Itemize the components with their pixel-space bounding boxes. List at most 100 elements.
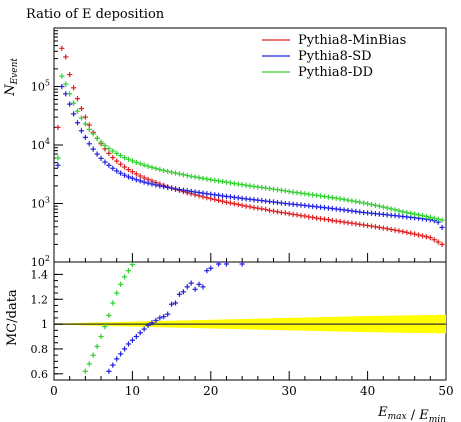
main-y-axis: 102 103 104 105	[31, 30, 63, 269]
data-point	[176, 171, 183, 177]
data-point	[114, 158, 120, 164]
data-point	[55, 162, 61, 168]
ratio-data-point	[129, 261, 135, 268]
data-point	[267, 207, 273, 214]
data-point	[55, 124, 61, 130]
data-point	[400, 229, 406, 235]
data-point	[145, 163, 151, 169]
data-point	[223, 199, 230, 205]
data-point	[235, 195, 241, 201]
data-point	[396, 228, 402, 234]
data-point	[90, 131, 96, 137]
series-pythia8-minbias	[55, 45, 445, 247]
ratio-data-point	[86, 361, 92, 367]
main-plot-area	[55, 45, 445, 247]
data-point	[129, 175, 135, 181]
x-axis-label-text: Emax / Emin	[377, 405, 446, 422]
data-point	[427, 235, 433, 241]
legend-label: Pythia8-SD	[298, 49, 372, 64]
ratio-data-point	[94, 343, 100, 350]
data-point	[63, 81, 69, 87]
data-point	[118, 161, 124, 167]
data-point	[412, 211, 418, 217]
data-point	[372, 202, 379, 208]
data-point	[404, 209, 410, 216]
data-point	[125, 166, 132, 173]
data-point	[372, 224, 379, 230]
data-point	[157, 183, 163, 189]
data-point	[192, 174, 198, 180]
data-point	[125, 156, 132, 162]
data-point	[82, 134, 88, 140]
data-point	[208, 177, 214, 183]
x-tick-label: 50	[438, 384, 453, 398]
data-point	[188, 188, 194, 195]
data-point	[145, 180, 151, 186]
ratio-data-point	[204, 268, 210, 274]
main-y-axis-label-text: NEvent	[3, 58, 20, 97]
ratio-data-point	[137, 330, 143, 336]
x-tick-label: 20	[203, 384, 218, 398]
data-point	[59, 73, 65, 79]
data-point	[239, 182, 245, 188]
ratio-data-point	[141, 326, 147, 332]
ratio-data-point	[110, 362, 116, 368]
data-point	[365, 222, 371, 229]
data-point	[337, 196, 343, 202]
data-point	[184, 172, 190, 179]
ratio-plot-area	[82, 261, 245, 374]
data-point	[255, 205, 261, 211]
ratio-data-point	[106, 368, 112, 374]
ratio-y-axis-label: MC/data	[5, 289, 20, 346]
data-point	[325, 217, 331, 223]
data-point	[368, 223, 375, 229]
data-point	[400, 209, 406, 215]
data-point	[227, 180, 233, 186]
x-axis-label: Emax / Emin	[377, 405, 446, 422]
ratio-data-point	[106, 312, 112, 319]
data-point	[169, 169, 175, 175]
ratio-data-point	[90, 352, 96, 358]
data-point	[376, 224, 382, 231]
data-point	[204, 176, 210, 182]
legend-entry: Pythia8-MinBias	[262, 33, 406, 48]
ratio-data-point	[114, 356, 120, 362]
data-point	[243, 182, 249, 188]
ratio-data-point	[129, 337, 135, 343]
ratio-data-point	[121, 346, 128, 352]
data-point	[200, 175, 206, 181]
data-point	[439, 241, 445, 247]
ratio-series-pythia8-dd	[82, 261, 135, 374]
data-point	[380, 204, 386, 210]
ratio-data-point	[98, 333, 104, 340]
data-point	[102, 159, 108, 165]
data-point	[161, 184, 167, 190]
ratio-data-point	[157, 315, 163, 321]
x-tick-label: 10	[125, 384, 140, 398]
data-point	[388, 226, 394, 233]
data-point	[59, 83, 65, 90]
data-point	[74, 120, 81, 126]
data-point	[94, 151, 100, 157]
chart-title: Ratio of E deposition	[26, 7, 165, 22]
data-point	[129, 169, 135, 175]
data-point	[67, 71, 73, 78]
data-point	[396, 208, 402, 214]
data-point	[404, 229, 410, 236]
ratio-data-point	[118, 351, 124, 357]
ratio-data-point	[223, 261, 230, 267]
data-point	[121, 154, 128, 161]
data-point	[368, 201, 375, 208]
data-point	[141, 162, 147, 168]
data-point	[408, 210, 414, 216]
data-point	[153, 165, 159, 172]
data-point	[110, 165, 116, 171]
data-point	[82, 114, 88, 120]
data-point	[133, 177, 139, 183]
series-pythia8-sd	[55, 83, 445, 231]
ratio-data-point	[125, 268, 132, 274]
data-point	[165, 168, 171, 174]
data-point	[349, 198, 355, 204]
y-tick-label: 104	[31, 137, 50, 152]
